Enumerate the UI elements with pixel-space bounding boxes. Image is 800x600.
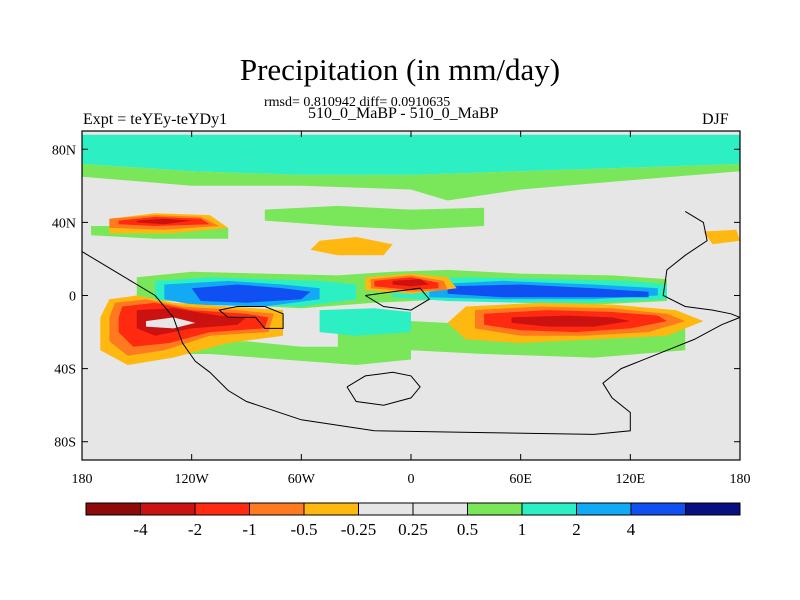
contour-region-28 [136, 218, 192, 225]
season-label: DJF [702, 111, 729, 128]
colorbar-label-1: -2 [188, 520, 202, 539]
colorbar-swatch-2 [194, 502, 250, 516]
contour-region-12 [191, 284, 311, 303]
x-tick-label-2: 60W [288, 472, 316, 487]
colorbar-swatch-5 [358, 502, 414, 516]
colorbar-swatch-8 [521, 502, 577, 516]
coastline-4 [662, 210, 740, 318]
y-tick-label-0: 80N [52, 143, 76, 158]
y-tick-label-1: 40N [52, 216, 76, 231]
contour-region-9 [319, 308, 411, 336]
contour-region-29 [392, 279, 430, 287]
contour-region-19 [703, 229, 740, 245]
colorbar-swatch-9 [576, 502, 632, 516]
period-label: 510_0_MaBP - 510_0_MaBP [308, 105, 499, 122]
colorbar-swatch-10 [630, 502, 686, 516]
colorbar-label-4: -0.25 [341, 520, 376, 539]
coastline-1 [218, 306, 284, 329]
colorbar-swatch-11 [685, 502, 741, 516]
colorbar: -4 -2 -1 -0.5 -0.25 0.25 0.5 1 2 4 [85, 502, 741, 539]
colorbar-label-0: -4 [133, 520, 148, 539]
colorbar-swatch-1 [140, 502, 196, 516]
coastline-2 [365, 287, 431, 311]
contour-fill-layer [82, 134, 740, 365]
contour-region-13 [447, 284, 649, 298]
colorbar-swatch-3 [249, 502, 305, 516]
colorbar-label-5: 0.25 [398, 520, 428, 539]
contour-region-32 [146, 317, 196, 329]
x-tick-label-3: 0 [408, 472, 415, 487]
colorbar-swatch-0 [85, 502, 141, 516]
x-tick-label-6: 180 [730, 472, 751, 487]
contour-region-2 [264, 205, 485, 230]
colorbar-label-3: -0.5 [291, 520, 318, 539]
experiment-label: Expt = teYEy-teYDy1 [83, 111, 228, 128]
colorbar-label-6: 0.5 [457, 520, 478, 539]
contour-region-14 [310, 237, 393, 256]
x-tick-label-1: 120W [175, 472, 210, 487]
coastline-layer [82, 210, 740, 435]
colorbar-label-7: 1 [518, 520, 527, 539]
coastline-0 [82, 251, 740, 435]
contour-region-0 [82, 134, 740, 175]
contour-region-31 [511, 315, 631, 327]
colorbar-swatch-7 [467, 502, 523, 516]
colorbar-label-9: 4 [627, 520, 636, 539]
coastline-3 [346, 371, 421, 406]
colorbar-label-8: 2 [572, 520, 581, 539]
y-tick-label-3: 40S [54, 363, 76, 378]
x-tick-label-5: 120E [616, 472, 646, 487]
x-tick-label-4: 60E [509, 472, 532, 487]
chart-subtitle: rmsd= 0.810942 diff= 0.0910635 [264, 95, 451, 110]
colorbar-swatch-6 [412, 502, 468, 516]
colorbar-swatch-4 [303, 502, 359, 516]
y-tick-label-2: 0 [69, 290, 76, 305]
colorbar-label-2: -1 [242, 520, 256, 539]
x-tick-label-0: 180 [72, 472, 93, 487]
axis-ticks: 180 120W 60W 0 60E 120E 180 80N 40N 0 40S 80S [52, 131, 751, 487]
y-tick-label-4: 80S [54, 436, 76, 451]
contour-region-1 [82, 163, 740, 201]
chart-title: Precipitation (in mm/day) [239, 52, 561, 87]
